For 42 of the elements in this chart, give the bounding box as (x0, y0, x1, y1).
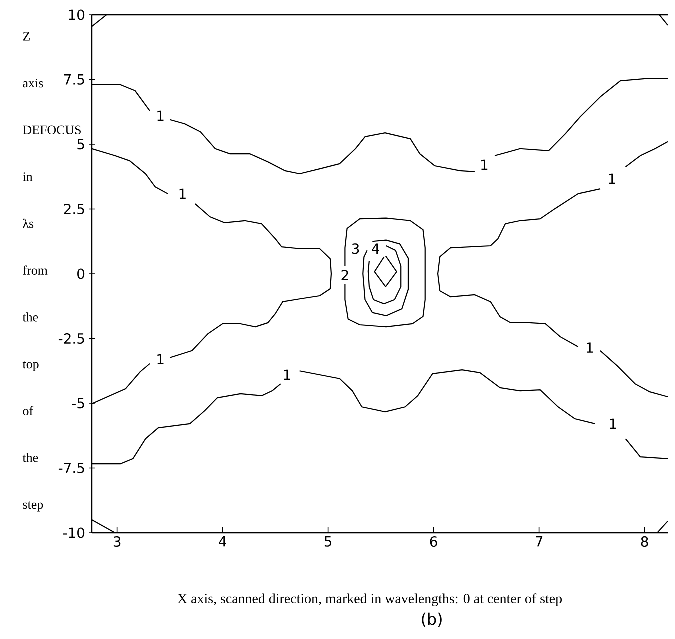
text: top (22, 361, 39, 372)
annotation: 1 (284, 370, 290, 380)
text: DEFOCUS (23, 126, 81, 134)
annotation: 1 (587, 342, 594, 353)
text: the (22, 453, 38, 462)
annotation: 1 (158, 354, 164, 365)
text: Z (23, 32, 30, 41)
text: from (23, 266, 48, 275)
text: of (23, 406, 34, 416)
text: λs (23, 218, 34, 228)
x-axis-title: X axis, scanned direction, marked in wavelengths: 0 at center of step (178, 594, 562, 606)
y-tick-label: -10 (63, 528, 85, 538)
x-tick-label: 3 (114, 536, 121, 548)
annotation: 4 (372, 244, 380, 254)
annotation: 3 (352, 244, 360, 254)
annotation: 1 (482, 160, 488, 170)
line-series (374, 256, 398, 288)
text: (b) (422, 612, 442, 628)
line-series (368, 245, 402, 305)
y-tick-label: -5 (72, 398, 84, 409)
y-tick-label: 10 (69, 10, 85, 20)
line-series (362, 240, 410, 316)
annotation: 1 (609, 174, 616, 184)
text: in (23, 172, 33, 182)
text: step (23, 502, 44, 512)
text: the (22, 312, 38, 322)
annotation: 1 (180, 188, 186, 200)
text: axis (23, 78, 44, 88)
x-tick-label: 8 (641, 536, 648, 548)
y-tick-label: 0 (78, 268, 85, 280)
x-tick-label: 4 (219, 536, 226, 547)
y-tick-label: -7.5 (58, 463, 84, 474)
x-tick-label: 7 (536, 536, 543, 547)
y-tick-label: 2.5 (64, 204, 84, 215)
x-tick-label: 6 (430, 536, 438, 548)
annotation: 1 (158, 110, 164, 122)
x-tick-label: 5 (324, 536, 332, 547)
y-tick-label: 7.5 (64, 74, 84, 85)
y-tick-label: -2.5 (58, 333, 84, 344)
y-tick-label: 5 (78, 139, 84, 150)
annotation: 1 (610, 418, 616, 430)
annotation: 2 (342, 270, 348, 280)
